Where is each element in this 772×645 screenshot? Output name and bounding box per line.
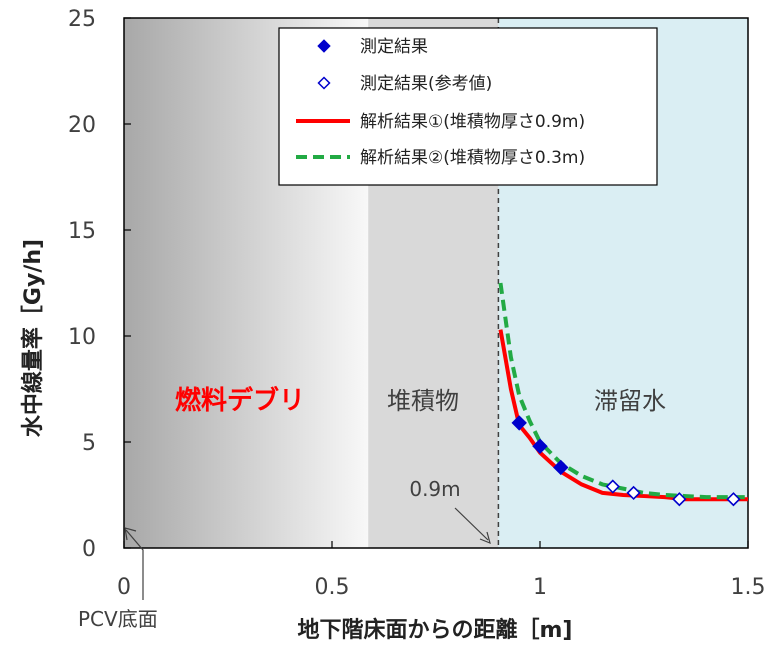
measured-point — [511, 415, 527, 431]
legend-marker — [317, 39, 331, 53]
legend-label: 測定結果 — [360, 37, 428, 57]
legend-marker — [317, 76, 331, 90]
legend-label: 測定結果(参考値) — [360, 74, 492, 94]
legend-label: 解析結果②(堆積物厚さ0.3m) — [360, 148, 585, 168]
y-tick-label: 20 — [68, 113, 96, 138]
boundary-label: 0.9m — [409, 477, 460, 501]
fuel-debris-label: 燃料デブリ — [175, 385, 305, 416]
origin-pointer-line — [125, 529, 144, 600]
y-tick-label: 25 — [68, 7, 96, 32]
reference-point — [626, 485, 641, 501]
legend-box — [278, 27, 658, 186]
y-tick-label: 0 — [82, 537, 96, 562]
x-tick-label: 0 — [117, 575, 131, 600]
x-tick-label: 1.5 — [731, 575, 766, 600]
boundary-arrow-head — [479, 531, 491, 545]
sediment-label: 堆積物 — [387, 387, 459, 415]
y-tick-label: 5 — [82, 431, 96, 456]
analysis-1-line — [498, 329, 748, 502]
origin-pointer-head — [124, 527, 137, 541]
y-tick-label: 15 — [68, 219, 96, 244]
y-tick-label: 10 — [68, 325, 96, 350]
y-axis-ticks: 0 5 10 15 20 25 — [68, 7, 131, 562]
plot-frame — [123, 17, 749, 549]
origin-label: PCV底面 — [78, 607, 158, 631]
reference-point — [726, 492, 741, 507]
measured-point — [532, 438, 548, 454]
x-axis-ticks: 0 0.5 1 1.5 — [117, 541, 766, 600]
analysis-2-line — [498, 282, 748, 500]
boundary-arrow-line — [454, 507, 489, 541]
legend-label: 解析結果①(堆積物厚さ0.9m) — [360, 112, 585, 132]
reference-point — [605, 479, 620, 494]
x-axis-title: 地下階床面からの距離［m] — [298, 617, 573, 643]
y-axis-title: 水中線量率［Gy/h] — [20, 239, 46, 437]
reference-point — [672, 492, 687, 507]
stagnant-water-label: 滞留水 — [594, 387, 666, 415]
x-tick-label: 1 — [533, 575, 547, 600]
measured-point — [553, 459, 569, 476]
series-layer — [498, 282, 748, 507]
x-tick-label: 0.5 — [315, 575, 350, 600]
